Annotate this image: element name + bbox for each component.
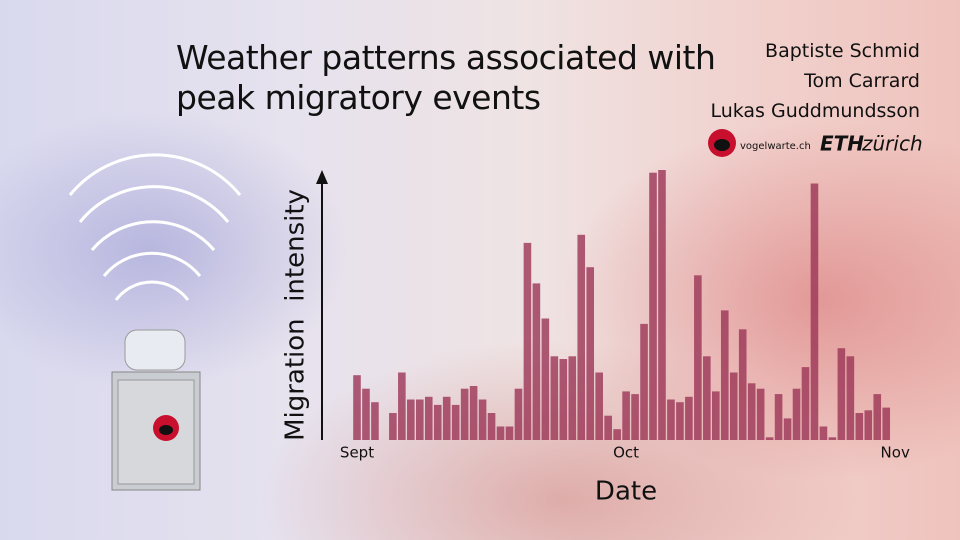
bar: [720, 310, 729, 440]
bar: [577, 234, 586, 440]
bar: [765, 437, 774, 440]
bar: [514, 388, 523, 440]
bar: [810, 183, 819, 440]
bar: [550, 356, 559, 440]
author: Tom Carrard: [804, 70, 920, 92]
logo-icon: [714, 139, 730, 151]
bar: [389, 413, 397, 440]
bar: [433, 404, 442, 440]
logo-text: ETH: [820, 132, 864, 156]
bar: [649, 172, 657, 440]
bar: [685, 396, 693, 440]
bar: [756, 388, 765, 440]
bar: [460, 388, 469, 440]
bar: [792, 388, 801, 440]
x-tick-label: Oct: [613, 444, 639, 462]
bar: [801, 367, 810, 440]
bar: [469, 386, 478, 440]
bar: [407, 399, 415, 440]
bar: [658, 170, 666, 440]
bar: [828, 437, 837, 440]
bar: [487, 413, 496, 440]
bar: [846, 356, 855, 440]
bar: [398, 372, 406, 440]
bar: [595, 372, 603, 440]
bar: [478, 399, 487, 440]
bar: [774, 394, 783, 440]
y-axis-label: Migration intensity: [281, 189, 311, 441]
bar: [541, 318, 550, 440]
bar: [604, 415, 612, 440]
bar: [694, 275, 702, 440]
bar: [622, 391, 630, 440]
slide-title: Weather patterns associated with peak mi…: [176, 38, 716, 117]
bar: [864, 410, 873, 440]
bar: [631, 394, 639, 440]
signal-waves: [68, 153, 242, 301]
bar: [532, 283, 541, 440]
bar: [568, 356, 577, 440]
bar: [712, 391, 720, 440]
bar: [703, 356, 711, 440]
bar: [442, 396, 451, 440]
bar: [855, 413, 864, 440]
logo-text: zürich: [861, 132, 923, 156]
bar: [496, 426, 505, 440]
bar: [640, 323, 648, 440]
bar: [747, 383, 756, 440]
bar: [415, 399, 424, 440]
y-axis-arrow: [316, 170, 328, 184]
bar: [424, 396, 433, 440]
bar: [353, 375, 361, 440]
bar: [586, 267, 595, 440]
bar: [667, 399, 675, 440]
bar: [882, 407, 891, 440]
bar: [819, 426, 828, 440]
bar: [559, 359, 568, 440]
bar: [523, 242, 532, 440]
author: Baptiste Schmid: [765, 40, 920, 62]
bar: [451, 404, 460, 440]
bar: [873, 394, 882, 440]
bar: [371, 402, 379, 440]
bar: [505, 426, 514, 440]
bar: [362, 388, 370, 440]
author: Lukas Guddmundsson: [710, 100, 920, 122]
bar: [783, 418, 792, 440]
bar: [729, 372, 738, 440]
bar: [738, 329, 747, 440]
bar: [837, 348, 846, 440]
x-tick-label: Sept: [340, 444, 374, 462]
bar: [676, 402, 684, 440]
x-tick-label: Nov: [881, 444, 910, 462]
x-axis-label: Date: [595, 477, 657, 507]
radar-device: [111, 329, 201, 491]
logo-text: vogelwarte.ch: [740, 141, 811, 152]
bar: [613, 429, 621, 440]
